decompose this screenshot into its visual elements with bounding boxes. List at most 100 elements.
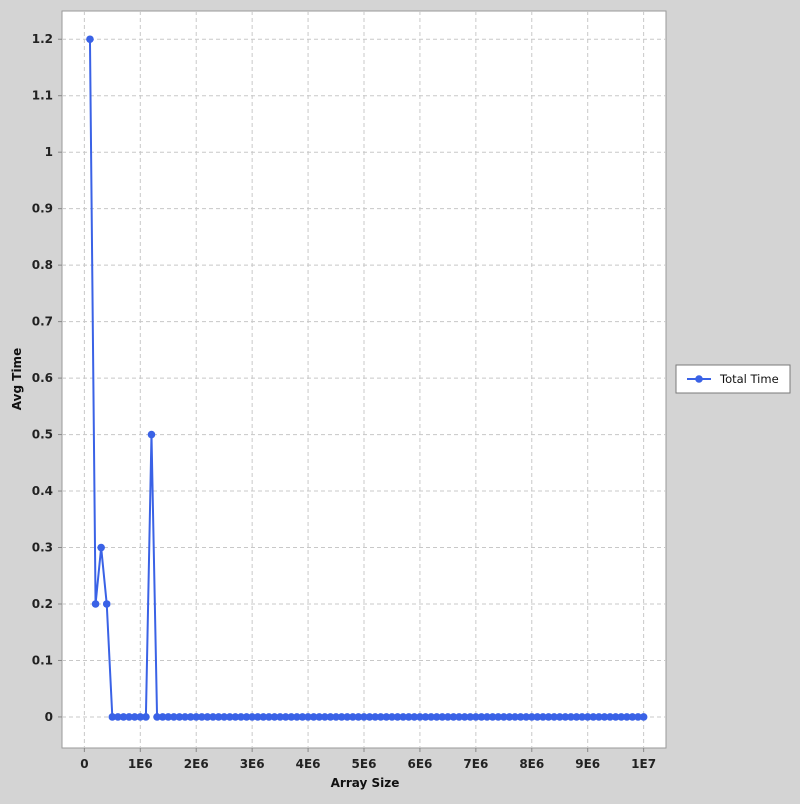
- legend-marker-icon: [695, 375, 703, 383]
- y-tick-label: 0.5: [32, 428, 53, 442]
- data-point: [214, 713, 223, 721]
- data-point: [304, 713, 312, 721]
- data-point: [589, 713, 598, 721]
- data-point: [522, 713, 530, 721]
- data-point: [494, 713, 503, 721]
- x-tick-label: 6E6: [407, 757, 432, 771]
- data-point: [248, 713, 256, 721]
- data-point: [371, 713, 379, 721]
- data-point: [376, 713, 385, 721]
- data-point: [114, 713, 122, 721]
- data-point: [86, 35, 94, 44]
- x-tick-label: 1E7: [631, 757, 656, 771]
- data-point: [360, 713, 368, 721]
- data-point: [623, 713, 631, 721]
- y-tick-label: 0.2: [32, 597, 53, 611]
- data-point: [354, 713, 363, 721]
- y-tick-label: 0.1: [32, 653, 53, 667]
- data-point: [455, 713, 463, 721]
- data-point: [91, 600, 100, 608]
- data-point: [119, 713, 128, 721]
- y-tick-label: 0.7: [32, 315, 53, 329]
- data-point: [253, 713, 262, 721]
- x-tick-label: 7E6: [463, 757, 488, 771]
- data-point: [321, 713, 329, 721]
- data-point: [399, 713, 407, 721]
- data-point: [287, 713, 296, 721]
- data-point: [209, 713, 217, 721]
- data-point: [192, 713, 201, 721]
- data-point: [567, 713, 575, 721]
- data-point: [410, 713, 419, 721]
- data-point: [259, 713, 268, 721]
- y-tick-label: 1.2: [32, 32, 53, 46]
- y-tick-label: 1: [45, 145, 53, 159]
- data-point: [158, 713, 167, 721]
- y-axis-ticks: 0 0.1 0.2 0.3 0.4 0.5 0.6 0.7 0.8 0.9 1 1.1 1.2: [32, 32, 62, 724]
- y-tick-label: 0.4: [32, 484, 53, 498]
- grid-lines: [62, 11, 666, 748]
- x-tick-label: 0: [80, 757, 88, 771]
- data-point: [237, 713, 245, 721]
- data-point: [382, 713, 391, 721]
- data-point: [472, 713, 480, 721]
- data-point: [147, 430, 156, 439]
- data-point: [349, 713, 357, 721]
- legend: Total Time: [675, 364, 791, 394]
- data-point: [343, 713, 352, 721]
- x-tick-label: 9E6: [575, 757, 600, 771]
- data-point: [606, 713, 614, 721]
- data-point: [170, 713, 178, 721]
- data-point: [477, 713, 486, 721]
- data-point: [136, 713, 145, 721]
- data-point: [595, 713, 603, 721]
- data-point: [466, 713, 475, 721]
- data-point: [365, 713, 374, 721]
- data-point: [186, 713, 195, 721]
- data-point: [617, 713, 626, 721]
- data-point: [533, 713, 542, 721]
- y-tick-label: 0.3: [32, 541, 53, 555]
- data-point: [516, 713, 525, 721]
- y-tick-label: 0.6: [32, 371, 53, 385]
- data-point: [220, 713, 228, 721]
- x-tick-label: 1E6: [128, 757, 153, 771]
- legend-label: Total Time: [719, 372, 779, 386]
- data-point: [97, 543, 105, 552]
- data-point: [315, 713, 324, 721]
- x-tick-label: 8E6: [519, 757, 544, 771]
- data-point: [153, 713, 161, 721]
- data-point: [483, 713, 491, 721]
- data-point: [298, 713, 307, 721]
- data-point: [242, 713, 251, 721]
- data-point: [293, 713, 301, 721]
- data-point: [270, 713, 279, 721]
- data-point: [432, 713, 441, 721]
- data-point: [281, 713, 290, 721]
- series-total-time: [86, 35, 648, 721]
- data-point: [265, 713, 273, 721]
- data-point: [388, 713, 396, 721]
- data-point: [142, 713, 150, 721]
- data-point: [326, 713, 335, 721]
- data-point: [511, 713, 519, 721]
- data-point: [337, 713, 346, 721]
- data-point: [444, 713, 452, 721]
- data-point: [544, 713, 553, 721]
- data-point: [175, 713, 184, 721]
- y-tick-label: 0.8: [32, 258, 53, 272]
- data-point: [181, 713, 189, 721]
- data-point: [438, 713, 447, 721]
- x-axis-ticks: 0 1E6 2E6 3E6 4E6 5E6 6E6 7E6 8E6 9E6 1E7: [80, 748, 656, 771]
- data-point: [421, 713, 430, 721]
- y-tick-label: 0: [45, 710, 53, 724]
- data-point: [125, 713, 133, 721]
- data-point: [198, 713, 206, 721]
- data-point: [393, 713, 402, 721]
- x-tick-label: 5E6: [352, 757, 377, 771]
- data-point: [572, 713, 581, 721]
- data-point: [488, 713, 497, 721]
- data-point: [527, 713, 536, 721]
